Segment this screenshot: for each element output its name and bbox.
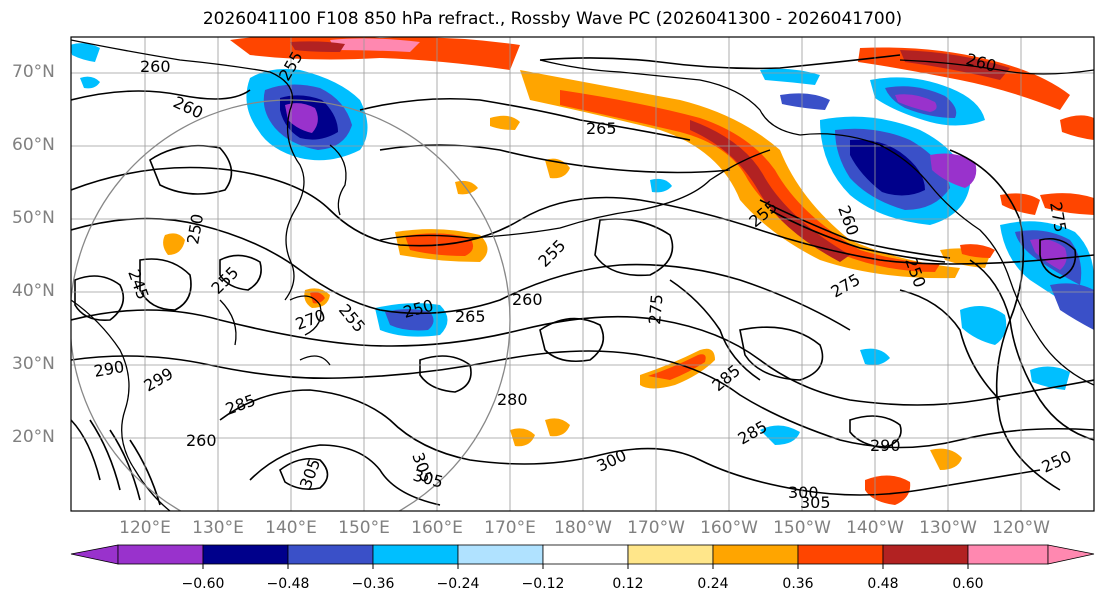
contour-label: 265 xyxy=(455,307,486,326)
lon-label: 130°W xyxy=(919,518,977,538)
lon-label: 150°W xyxy=(773,518,831,538)
lat-label-40n: 40°N xyxy=(12,281,55,301)
plot-area xyxy=(71,37,1094,511)
colorbar-tick-label: 0.60 xyxy=(952,576,984,592)
contour-label: 275 xyxy=(645,293,667,325)
contour-lines xyxy=(71,54,1094,506)
lat-label-20n: 20°N xyxy=(12,427,55,447)
colorbar-extend-high xyxy=(1047,544,1095,565)
lon-label: 130°E xyxy=(192,518,244,538)
lon-label: 170°W xyxy=(627,518,685,538)
colorbar-tick-label: −0.48 xyxy=(266,576,310,592)
contour-label: 260 xyxy=(512,290,543,309)
colorbar xyxy=(70,544,1095,565)
colorbar-tick-label: 0.12 xyxy=(612,576,644,592)
colorbar-ticks xyxy=(202,564,969,569)
map-title: 2026041100 F108 850 hPa refract., Rossby… xyxy=(202,9,903,29)
lat-label-50n: 50°N xyxy=(12,208,55,228)
lon-label: 170°E xyxy=(484,518,536,538)
contour-label: 260 xyxy=(186,431,217,450)
colorbar-tick-label: 0.24 xyxy=(697,576,729,592)
lat-label-70n: 70°N xyxy=(12,62,55,82)
contour-label: 300 xyxy=(788,483,819,502)
contour-label: 280 xyxy=(497,390,528,409)
colorbar-tick-label: 0.36 xyxy=(782,576,814,592)
lon-label: 120°E xyxy=(119,518,171,538)
lon-label: 160°W xyxy=(700,518,758,538)
contour-label: 290 xyxy=(870,436,901,455)
coastlines xyxy=(71,39,1094,511)
colorbar-tick-label: −0.24 xyxy=(436,576,480,592)
shaded-anomalies xyxy=(71,37,1094,505)
great-circle xyxy=(71,99,511,511)
lon-label: 140°W xyxy=(846,518,904,538)
graticule xyxy=(71,37,1094,511)
lon-label: 140°E xyxy=(265,518,317,538)
colorbar-tick-label: −0.12 xyxy=(521,576,565,592)
lon-label: 160°E xyxy=(411,518,463,538)
contour-label: 265 xyxy=(586,119,617,138)
lat-label-30n: 30°N xyxy=(12,354,55,374)
lat-label-60n: 60°N xyxy=(12,135,55,155)
lon-label: 150°E xyxy=(338,518,390,538)
colorbar-tick-label: −0.60 xyxy=(181,576,225,592)
colorbar-tick-label: 0.48 xyxy=(867,576,899,592)
colorbar-extend-low xyxy=(70,544,119,565)
contour-label: 260 xyxy=(140,57,171,76)
lon-label: 120°W xyxy=(992,518,1050,538)
colorbar-tick-label: −0.36 xyxy=(351,576,395,592)
lon-label: 180°W xyxy=(554,518,612,538)
plot-frame xyxy=(70,36,1095,512)
contour-label: 305 xyxy=(800,493,831,512)
